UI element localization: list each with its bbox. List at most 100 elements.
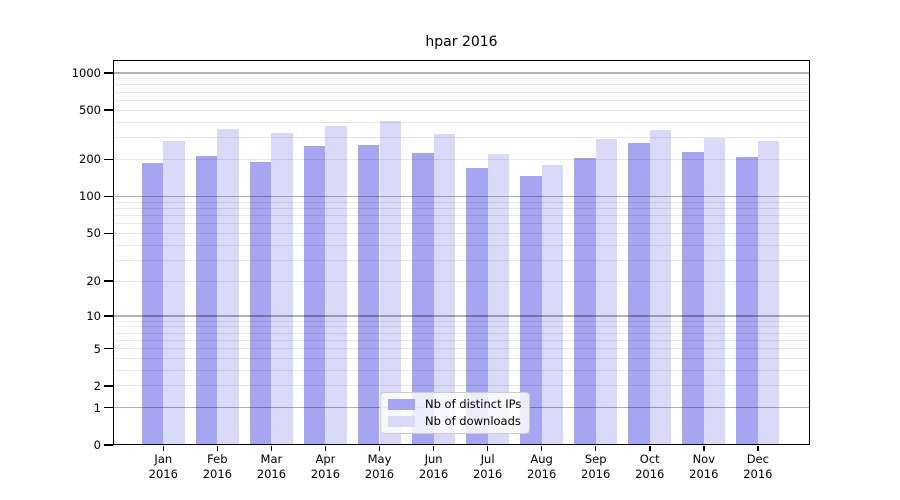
legend-row-distinct-ips: Nb of distinct IPs — [388, 398, 521, 411]
legend-label-downloads: Nb of downloads — [425, 414, 521, 428]
ytick-mark-1000 — [104, 72, 113, 74]
gridline-minor-20 — [113, 280, 810, 282]
gridline-minor-2 — [113, 385, 810, 387]
ytick-mark-200 — [104, 158, 113, 161]
gridline-minor-8 — [113, 326, 810, 328]
bar-aug-downloads — [541, 165, 564, 445]
ytick-mark-20 — [104, 280, 113, 282]
ytick-label-5: 5 — [93, 341, 101, 356]
bar-apr-downloads — [325, 125, 348, 445]
xtick-mark-feb — [216, 446, 219, 451]
bar-dec-ips — [736, 157, 758, 445]
gridline-minor-6 — [113, 339, 810, 341]
gridline-minor-7 — [113, 332, 810, 334]
xtick-label-aug: Aug 2016 — [527, 452, 557, 481]
xtick-mark-apr — [324, 446, 327, 451]
gridline-minor-500 — [113, 109, 810, 111]
xtick-label-sep: Sep 2016 — [581, 452, 611, 481]
bar-sep-ips — [574, 157, 596, 445]
bar-jan-ips — [141, 163, 164, 445]
ytick-label-1000: 1000 — [71, 65, 101, 80]
gridline-minor-400 — [113, 121, 810, 123]
xtick-mark-aug — [540, 446, 543, 451]
bar-feb-downloads — [217, 129, 239, 445]
xtick-label-feb: Feb 2016 — [202, 452, 232, 481]
gridline-minor-90 — [113, 201, 810, 203]
bar-dec-downloads — [757, 140, 780, 445]
bar-oct-ips — [628, 142, 650, 445]
xtick-mark-dec — [757, 446, 759, 451]
bars-layer — [113, 60, 810, 445]
legend: Nb of distinct IPs Nb of downloads — [380, 392, 531, 434]
gridline-minor-60 — [113, 223, 810, 225]
xtick-label-jun: Jun 2016 — [418, 452, 449, 481]
ytick-mark-100 — [104, 195, 113, 198]
ytick-mark-2 — [104, 385, 113, 387]
ytick-label-500: 500 — [79, 103, 101, 118]
ytick-mark-50 — [104, 232, 113, 234]
gridline-minor-600 — [113, 99, 810, 101]
gridline-minor-4 — [113, 357, 810, 359]
bar-may-ips — [357, 144, 380, 445]
ytick-label-10: 10 — [86, 308, 101, 323]
bar-mar-ips — [249, 162, 272, 445]
legend-swatch-downloads — [388, 416, 415, 427]
xtick-label-apr: Apr 2016 — [310, 452, 341, 481]
ytick-mark-0 — [104, 444, 113, 446]
xtick-mark-nov — [703, 446, 705, 451]
gridline-minor-700 — [113, 91, 810, 93]
gridline-minor-80 — [113, 207, 810, 209]
gridline-minor-30 — [113, 259, 810, 261]
chart-title: hpar 2016 — [425, 34, 498, 50]
legend-row-downloads: Nb of downloads — [388, 415, 521, 428]
ytick-mark-1 — [104, 406, 113, 409]
xtick-label-oct: Oct 2016 — [635, 452, 665, 481]
grid-layer — [113, 60, 810, 445]
bar-feb-ips — [195, 156, 218, 445]
bar-oct-downloads — [649, 130, 672, 445]
xtick-mark-may — [378, 446, 381, 451]
bar-apr-ips — [303, 146, 326, 445]
ytick-label-1: 1 — [93, 400, 101, 415]
axes-frame — [113, 60, 810, 445]
gridline-major-100 — [113, 195, 810, 198]
xtick-mark-jun — [432, 446, 435, 451]
ytick-label-20: 20 — [86, 274, 101, 289]
ytick-label-100: 100 — [79, 189, 101, 204]
gridline-minor-5 — [113, 348, 810, 349]
bar-sep-downloads — [595, 138, 618, 445]
plot-area — [113, 60, 810, 445]
legend-label-distinct-ips: Nb of distinct IPs — [425, 397, 522, 411]
legend-swatch-distinct-ips — [388, 399, 415, 410]
gridline-minor-9 — [113, 320, 810, 322]
xtick-mark-oct — [649, 446, 651, 451]
gridline-minor-50 — [113, 232, 810, 234]
ytick-label-200: 200 — [79, 152, 101, 167]
gridline-minor-200 — [113, 158, 810, 160]
ytick-label-0: 0 — [93, 438, 101, 452]
ytick-mark-10 — [104, 315, 113, 317]
ytick-label-50: 50 — [86, 226, 101, 241]
gridline-minor-300 — [113, 137, 810, 139]
bar-jan-downloads — [163, 140, 185, 445]
xtick-mark-jan — [162, 446, 165, 451]
bar-nov-downloads — [703, 138, 726, 445]
xtick-mark-jul — [486, 446, 489, 451]
xtick-label-dec: Dec 2016 — [743, 452, 773, 481]
gridline-major-10 — [113, 315, 810, 317]
xtick-mark-sep — [594, 446, 597, 451]
xtick-mark-mar — [270, 446, 273, 451]
ytick-label-2: 2 — [93, 378, 101, 393]
xtick-label-may: May 2016 — [364, 452, 395, 481]
ytick-mark-500 — [104, 109, 113, 111]
gridline-minor-40 — [113, 244, 810, 246]
bar-mar-downloads — [271, 133, 293, 445]
xtick-label-mar: Mar 2016 — [256, 452, 287, 481]
gridline-minor-800 — [113, 84, 810, 86]
gridline-minor-70 — [113, 214, 810, 216]
xtick-label-jan: Jan 2016 — [148, 452, 178, 481]
xtick-label-jul: Jul 2016 — [472, 452, 503, 481]
xtick-label-nov: Nov 2016 — [689, 452, 719, 481]
bar-nov-ips — [682, 152, 704, 445]
